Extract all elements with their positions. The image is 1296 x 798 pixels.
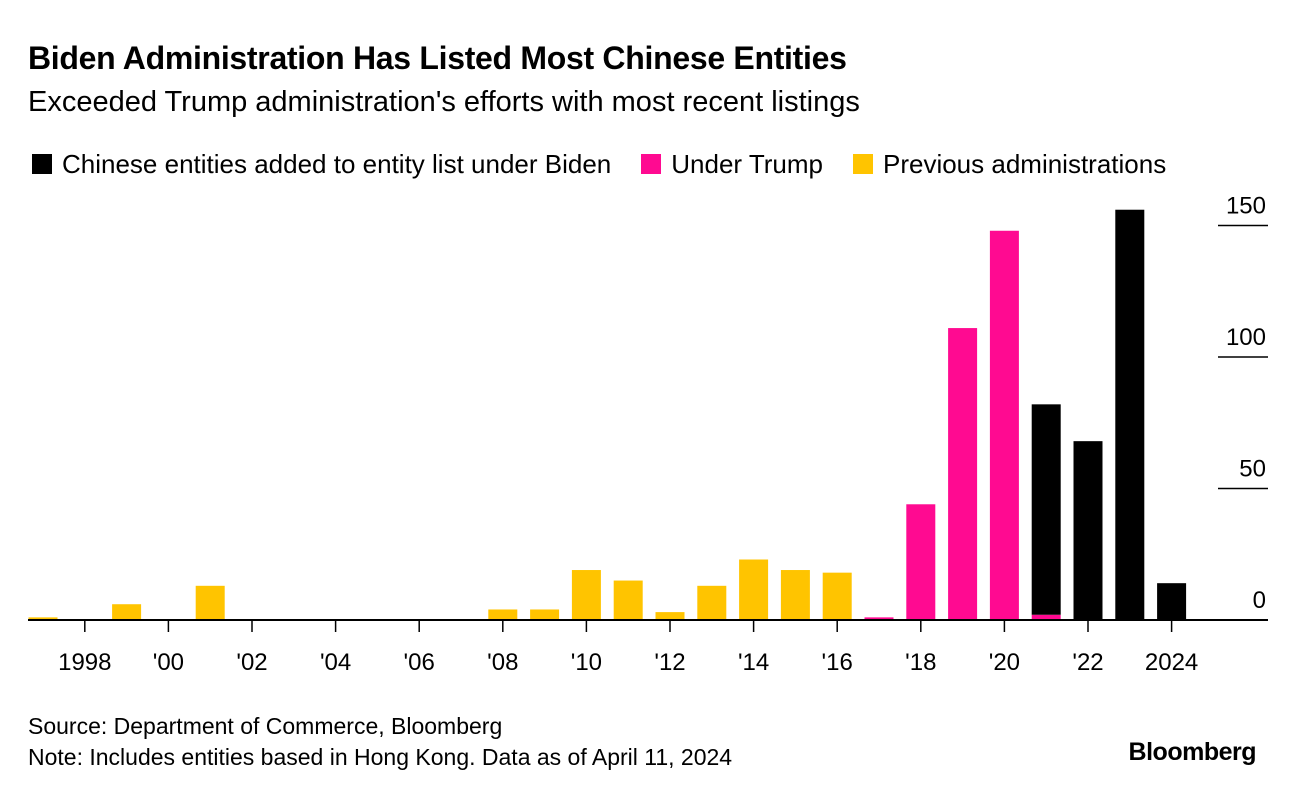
- bar-2023-biden: [1115, 209, 1145, 620]
- bar-2015-previous: [780, 570, 810, 620]
- y-tick-label-150: 150: [1226, 193, 1266, 220]
- legend-label-previous: Previous administrations: [882, 148, 1167, 179]
- bar-2011-previous: [613, 580, 643, 620]
- bar-chart: 0 50 100 150 1998 '00 '02 '04 '06 '08 '10 '12 '14 '16…: [28, 193, 1268, 676]
- bar-2012-previous: [655, 612, 685, 620]
- bar-2014-previous: [739, 559, 769, 620]
- legend-swatch-biden: [32, 154, 52, 174]
- x-tick-label-2020: '20: [989, 649, 1020, 676]
- chart-legend: Chinese entities added to entity list un…: [32, 148, 1166, 180]
- x-tick-label-2018: '18: [905, 649, 936, 676]
- bar-2019-trump: [948, 328, 978, 620]
- bar-2013-previous: [697, 585, 727, 620]
- chart-title: Biden Administration Has Listed Most Chi…: [28, 40, 847, 76]
- x-tick-label-2004: '04: [320, 649, 351, 676]
- bar-2017-trump: [864, 617, 894, 620]
- bar-2022-biden: [1073, 441, 1103, 620]
- y-tick-label-50: 50: [1239, 456, 1266, 483]
- x-tick-label-2006: '06: [404, 649, 435, 676]
- legend-item-previous: Previous administrations: [852, 148, 1167, 180]
- bar-1997-previous: [28, 617, 58, 620]
- bar-2018-trump: [906, 504, 936, 620]
- y-tick-label-0: 0: [1253, 587, 1266, 614]
- bar-2008-previous: [488, 609, 518, 620]
- legend-label-biden: Chinese entities added to entity list un…: [62, 148, 612, 179]
- legend-item-trump: Under Trump: [641, 149, 823, 180]
- bar-2020-trump: [989, 230, 1019, 620]
- x-tick-label-2002: '02: [236, 649, 267, 676]
- legend-swatch-previous: [852, 154, 873, 174]
- bar-2001-previous: [195, 585, 225, 620]
- chart-subtitle: Exceeded Trump administration's efforts …: [28, 86, 860, 118]
- x-tick-label-2010: '10: [571, 649, 602, 676]
- source-note: Source: Department of Commerce, Bloomber…: [28, 713, 503, 739]
- x-tick-label-2016: '16: [822, 649, 853, 676]
- x-tick-label-2014: '14: [738, 649, 769, 676]
- legend-swatch-trump: [641, 154, 662, 174]
- bar-2024-biden: [1157, 583, 1187, 620]
- x-tick-label-2012: '12: [654, 649, 685, 676]
- bloomberg-logo: Bloomberg: [1128, 738, 1257, 766]
- legend-label-trump: Under Trump: [671, 148, 823, 179]
- x-tick-label-2024: 2024: [1145, 649, 1198, 676]
- x-tick-label-2022: '22: [1072, 649, 1103, 676]
- bar-2009-previous: [530, 609, 560, 620]
- x-tick-label-2008: '08: [487, 649, 518, 676]
- bar-2021-biden: [1031, 404, 1061, 615]
- bar-2021-trump: [1031, 614, 1061, 620]
- bar-2016-previous: [822, 572, 852, 620]
- bar-2010-previous: [571, 570, 601, 620]
- data-note: Note: Includes entities based in Hong Ko…: [28, 744, 733, 770]
- legend-item-biden: Chinese entities added to entity list un…: [32, 149, 611, 180]
- x-tick-label-2000: '00: [153, 649, 184, 676]
- bar-1999-previous: [112, 604, 142, 620]
- x-tick-label-1998: 1998: [58, 649, 111, 676]
- y-tick-label-100: 100: [1226, 324, 1266, 351]
